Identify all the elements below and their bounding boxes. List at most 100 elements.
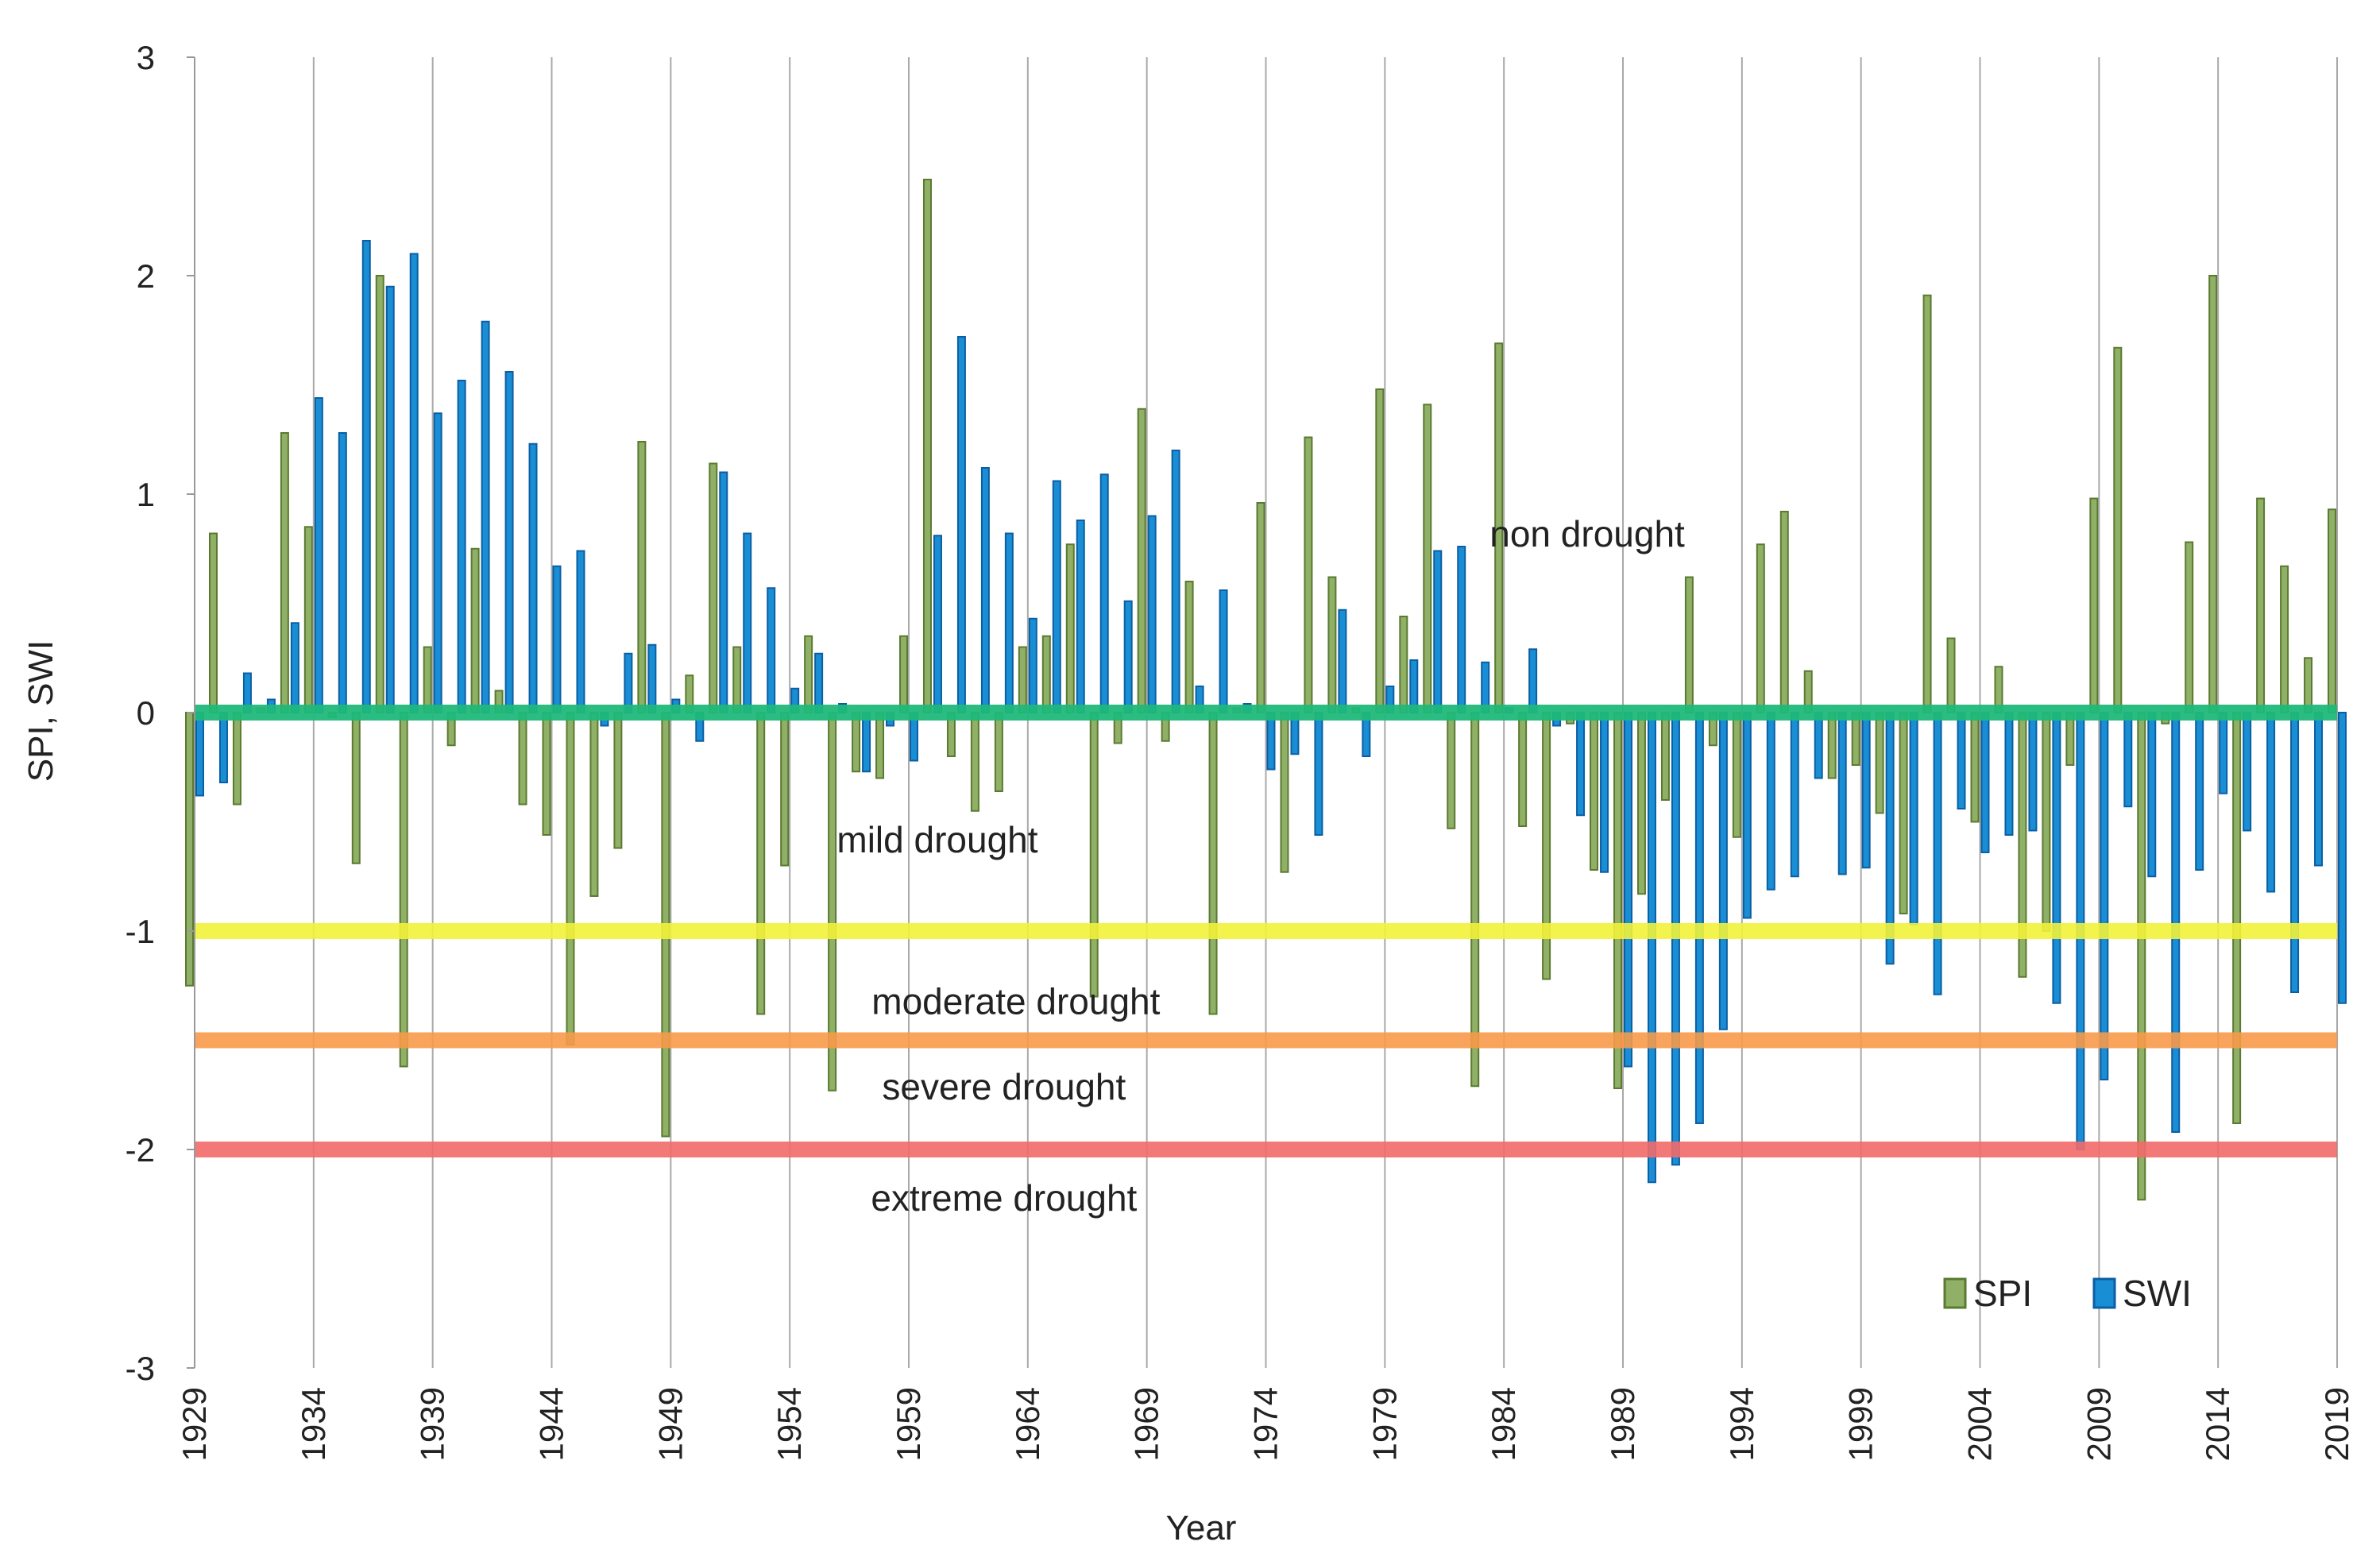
bar-spi-1996 (1779, 511, 1789, 713)
bar-spi-1943 (518, 712, 527, 806)
zone-label-severe-drought: severe drought (882, 1066, 1126, 1107)
bar-spi-1995 (1756, 543, 1765, 713)
bar-swi-1964 (1028, 617, 1037, 713)
legend-swatch-spi (1943, 1277, 1967, 1309)
bar-swi-2014 (2219, 712, 2228, 794)
bar-spi-1953 (756, 712, 766, 1015)
legend: SPI SWI (1943, 1273, 2192, 1314)
bar-spi-1952 (732, 646, 742, 713)
y-axis-title: SPI, SWI (21, 640, 60, 782)
bar-spi-1962 (970, 712, 979, 812)
bar-swi-1957 (862, 712, 871, 773)
bar-spi-2001 (1899, 712, 1908, 914)
bar-spi-1948 (637, 441, 647, 713)
bar-swi-2010 (2123, 712, 2133, 808)
bar-spi-1980 (1399, 616, 1408, 713)
bars (185, 179, 2347, 1201)
bar-swi-1966 (1076, 520, 1085, 713)
bar-spi-1990 (1636, 712, 1646, 895)
bar-spi-1955 (804, 635, 813, 713)
bar-swi-1936 (361, 240, 371, 713)
bar-spi-1992 (1684, 576, 1694, 713)
bar-spi-1985 (1518, 712, 1528, 827)
bar-swi-1938 (409, 253, 419, 713)
bar-swi-2012 (2171, 712, 2181, 1133)
bar-spi-1971 (1184, 581, 1194, 713)
bar-spi-1937 (375, 275, 384, 713)
bar-spi-1957 (852, 712, 861, 773)
bar-swi-1998 (1837, 712, 1847, 875)
bar-spi-1979 (1375, 388, 1385, 713)
bar-swi-1951 (719, 471, 728, 713)
bar-spi-1930 (208, 532, 218, 713)
bar-swi-1982 (1457, 546, 1466, 713)
bar-swi-2007 (2052, 712, 2061, 1004)
bar-spi-2003 (1946, 637, 1956, 713)
y-tick-label: 1 (137, 476, 155, 513)
bar-swi-1941 (481, 320, 490, 713)
bar-swi-1934 (314, 397, 323, 713)
bar-spi-2007 (2042, 712, 2051, 932)
bar-swi-1994 (1742, 712, 1752, 919)
y-tick-label: -2 (126, 1131, 155, 1169)
legend-item-spi: SPI (1943, 1273, 2032, 1314)
bar-swi-1963 (1004, 532, 1014, 713)
bar-swi-1939 (433, 412, 442, 713)
bar-swi-1985 (1528, 648, 1538, 713)
bar-spi-1982 (1447, 712, 1456, 829)
x-tick-label: 2014 (2199, 1387, 2236, 1461)
bar-swi-1962 (980, 467, 990, 713)
bar-spi-2017 (2280, 565, 2289, 713)
bar-spi-2018 (2304, 657, 2313, 713)
bar-spi-1988 (1590, 712, 1599, 871)
bar-swi-2001 (1909, 712, 1918, 925)
bar-swi-2002 (1933, 712, 1942, 995)
bar-swi-1999 (1861, 712, 1871, 869)
x-tick-label: 1929 (176, 1387, 213, 1461)
bar-spi-1965 (1041, 635, 1051, 713)
zone-labels: non drought mild drought moderate drought s… (836, 513, 1685, 1219)
bar-swi-1990 (1647, 712, 1656, 1184)
x-tick-label: 1974 (1247, 1387, 1285, 1461)
bar-swi-1995 (1766, 712, 1775, 891)
x-ticks: 1929 1934 1939 1944 1949 1954 1959 1964 1969 1974… (176, 1387, 2355, 1461)
bar-spi-1975 (1280, 712, 1289, 873)
bar-swi-1977 (1338, 609, 1347, 713)
bar-swi-1942 (504, 371, 514, 713)
bar-spi-1964 (1018, 646, 1027, 713)
bar-swi-2016 (2266, 712, 2276, 893)
reference-lines (195, 705, 2337, 1157)
bar-swi-1929 (195, 712, 204, 797)
x-tick-label: 1989 (1604, 1387, 1641, 1461)
x-tick-label: 2009 (2080, 1387, 2117, 1461)
bar-swi-2006 (2028, 712, 2038, 832)
bar-swi-2018 (2314, 712, 2324, 867)
bar-swi-1930 (218, 712, 228, 783)
bar-spi-2019 (2328, 508, 2337, 713)
bar-swi-2019 (2338, 712, 2347, 1004)
bar-spi-1986 (1542, 712, 1551, 980)
bar-spi-1936 (351, 712, 361, 864)
bar-spi-2000 (1875, 712, 1884, 814)
bar-spi-1958 (875, 712, 885, 779)
x-tick-label: 1934 (295, 1387, 332, 1461)
bar-spi-1934 (303, 526, 313, 713)
bar-swi-2011 (2147, 712, 2157, 878)
bar-swi-1940 (457, 380, 466, 713)
y-tick-label: -1 (126, 913, 155, 950)
bar-swi-2017 (2290, 712, 2300, 993)
x-tick-label: 1954 (771, 1387, 808, 1461)
bar-swi-1935 (338, 432, 347, 713)
x-tick-label: 1979 (1366, 1387, 1403, 1461)
x-tick-label: 2004 (1961, 1387, 1999, 1461)
bar-spi-1991 (1660, 712, 1670, 801)
bar-spi-2004 (1970, 712, 1980, 823)
bar-swi-1969 (1147, 515, 1157, 713)
bar-spi-1974 (1256, 502, 1265, 713)
bar-spi-1931 (232, 712, 241, 806)
legend-swatch-swi (2092, 1277, 2116, 1309)
bar-spi-1941 (470, 547, 480, 713)
bar-spi-1959 (899, 635, 909, 713)
bar-spi-1977 (1327, 576, 1337, 713)
